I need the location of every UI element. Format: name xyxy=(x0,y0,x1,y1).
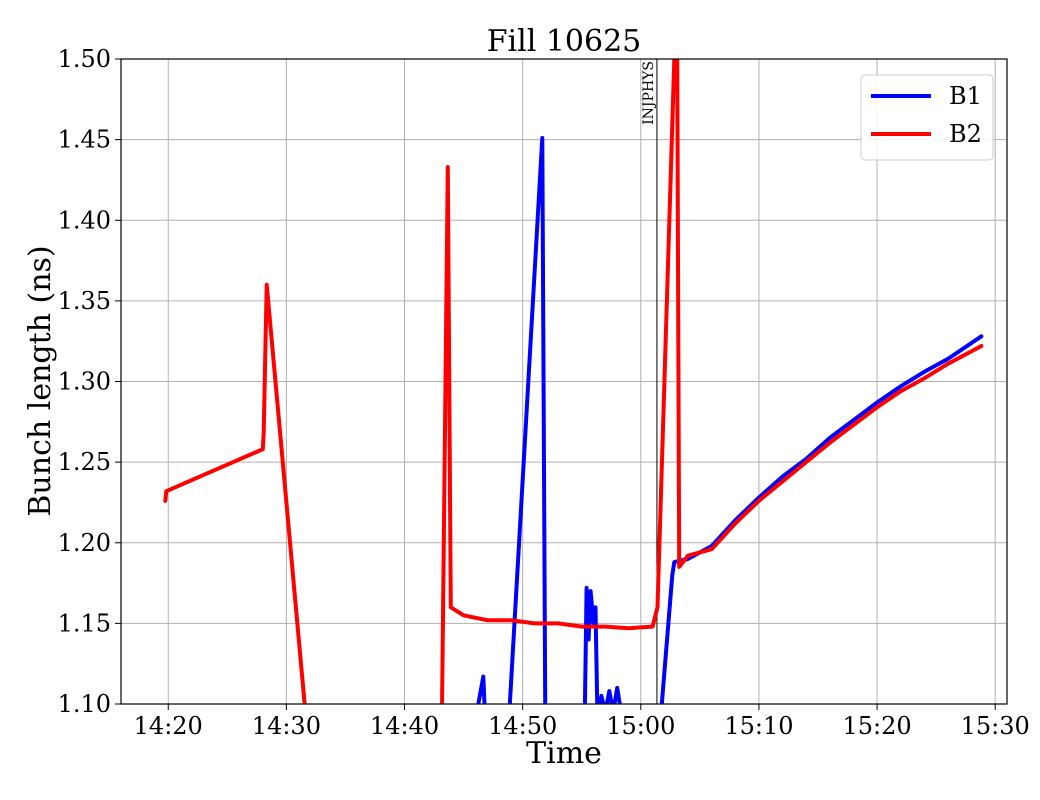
y-tick-label: 1.50 xyxy=(58,45,111,73)
x-axis-label: Time xyxy=(526,736,602,771)
y-tick-label: 1.40 xyxy=(58,206,111,234)
x-tick-label: 14:50 xyxy=(488,712,557,740)
x-axis: 14:20 14:30 14:40 14:50 15:00 15:10 15:20 15:30 xyxy=(134,704,1030,740)
x-tick-label: 15:30 xyxy=(961,712,1030,740)
y-tick-label: 1.10 xyxy=(58,690,111,718)
legend-label: B2 xyxy=(949,120,982,148)
x-tick-label: 14:30 xyxy=(252,712,321,740)
x-tick-label: 15:20 xyxy=(842,712,911,740)
x-tick-label: 14:20 xyxy=(134,712,203,740)
series-layer xyxy=(163,59,984,704)
x-tick-label: 14:40 xyxy=(370,712,439,740)
series-line-b1 xyxy=(476,136,984,704)
legend-label: B1 xyxy=(949,82,982,110)
y-tick-label: 1.35 xyxy=(58,287,111,315)
y-tick-label: 1.45 xyxy=(58,126,111,154)
x-tick-label: 15:10 xyxy=(724,712,793,740)
y-tick-label: 1.30 xyxy=(58,368,111,396)
chart-title: Fill 10625 xyxy=(487,24,642,59)
y-axis: 1.10 1.15 1.20 1.25 1.30 1.35 1.40 1.45 1.50 xyxy=(58,45,121,718)
series-line-b2 xyxy=(163,59,984,704)
y-tick-label: 1.20 xyxy=(58,529,111,557)
y-tick-label: 1.15 xyxy=(58,609,111,637)
annotation-label: INJPHYS xyxy=(641,61,657,125)
y-axis-label: Bunch length (ns) xyxy=(23,245,58,516)
x-tick-label: 15:00 xyxy=(606,712,675,740)
y-tick-label: 1.25 xyxy=(58,448,111,476)
